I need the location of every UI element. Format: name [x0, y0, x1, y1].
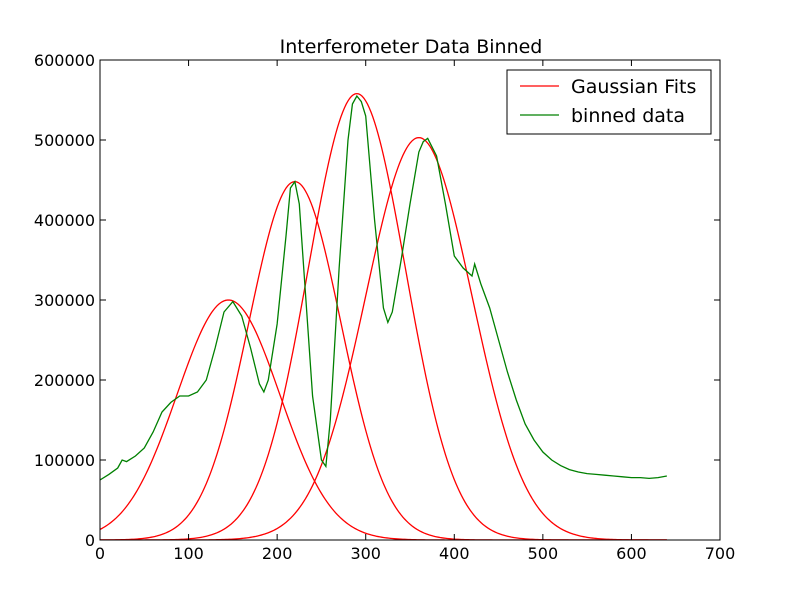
y-tick-label: 400000 — [34, 211, 95, 230]
axes: 0 100 200 300 400 500 600 700 0 100000 200000 30000… — [34, 51, 735, 563]
y-tick-label: 300000 — [34, 291, 95, 310]
legend-box — [506, 69, 712, 135]
x-tick-label: 300 — [350, 544, 381, 563]
x-tick-label: 700 — [705, 544, 736, 563]
x-tick-label: 200 — [262, 544, 293, 563]
y-tick-label: 0 — [85, 531, 95, 550]
gaussian-fit-curve-1 — [100, 299, 667, 540]
gaussian-fit-curve-4 — [100, 136, 667, 540]
y-tick-label: 200000 — [34, 371, 95, 390]
x-tick-label: 100 — [173, 544, 204, 563]
legend: Gaussian Fits binned data — [506, 69, 712, 135]
binned-data-line — [100, 94, 667, 481]
chart-title: Interferometer Data Binned — [280, 36, 543, 58]
x-tick-label: 0 — [95, 544, 105, 563]
x-tick-label: 400 — [439, 544, 470, 563]
legend-label: binned data — [571, 105, 685, 127]
legend-label: Gaussian Fits — [571, 76, 696, 98]
y-tick-label: 500000 — [34, 131, 95, 150]
x-tick-label: 500 — [528, 544, 559, 563]
y-tick-label: 600000 — [34, 51, 95, 70]
plot-area — [100, 92, 667, 540]
x-tick-label: 600 — [616, 544, 647, 563]
gaussian-fit-curve-2 — [100, 180, 667, 540]
y-tick-label: 100000 — [34, 451, 95, 470]
